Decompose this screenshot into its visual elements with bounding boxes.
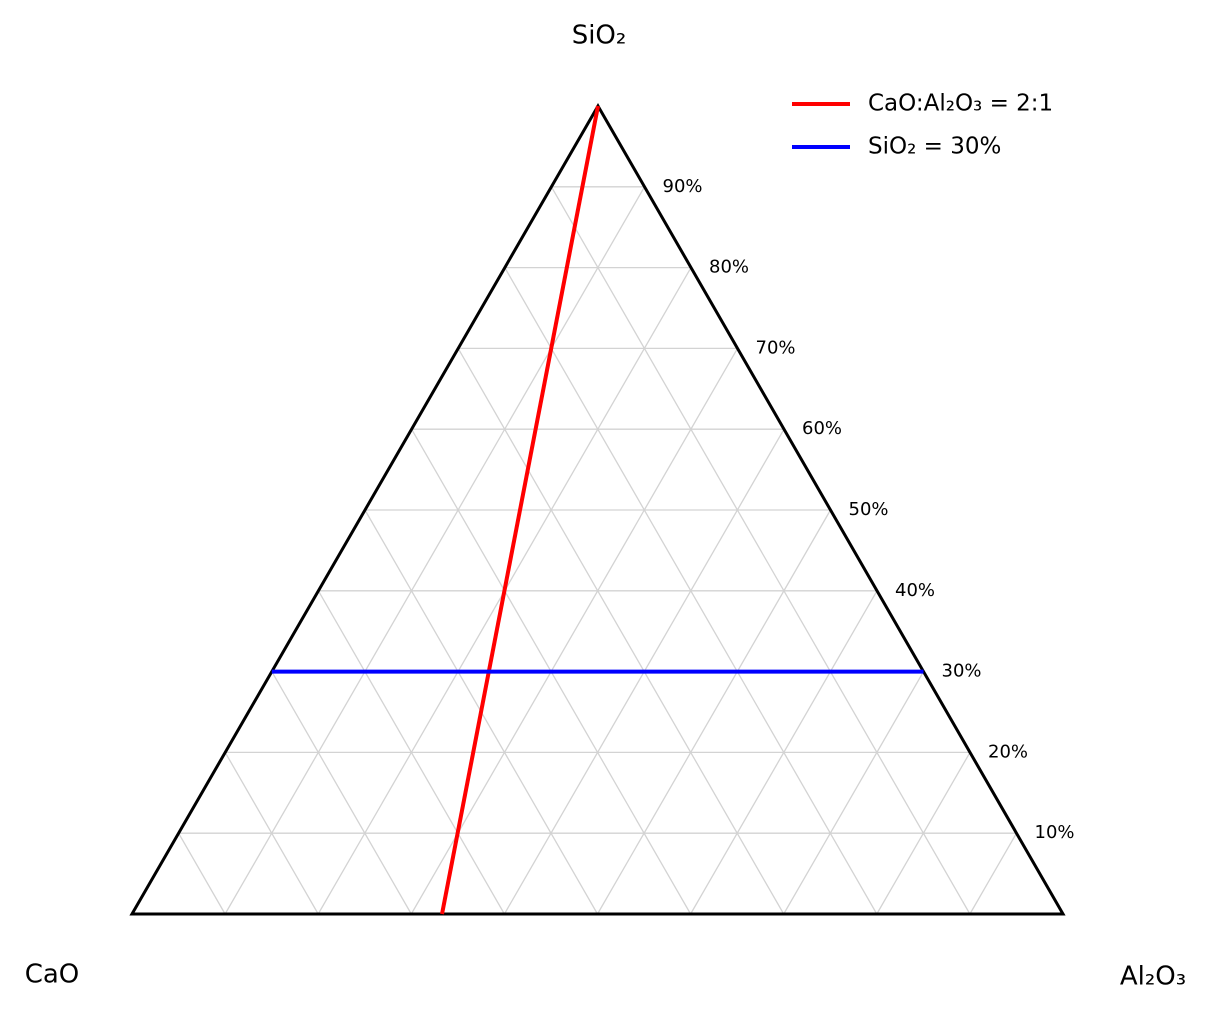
tick-label: 40% [895, 580, 935, 601]
grid-line [178, 832, 226, 915]
grid-line [969, 832, 1018, 915]
grid-line [596, 509, 832, 915]
grid-line [783, 671, 925, 915]
vertex-label-top: SiO₂ [572, 21, 627, 51]
tick-label: 30% [942, 661, 982, 682]
tick-label: 20% [988, 741, 1028, 762]
triangle-frame [129, 102, 1066, 916]
tick-label: 70% [756, 337, 796, 358]
tick-label: 50% [849, 499, 889, 520]
grid-line [271, 671, 412, 915]
legend-label: CaO:Al₂O₃ = 2:1 [868, 91, 1053, 117]
grid-line [317, 590, 505, 915]
grid-line [550, 186, 971, 915]
legend-label: SiO₂ = 30% [868, 134, 1001, 160]
tick-label: 10% [1035, 822, 1075, 843]
grid-line [876, 752, 971, 915]
grid-line [457, 348, 785, 915]
tick-label: 60% [802, 418, 842, 439]
grid-line [224, 186, 646, 915]
vertex-label-right: Al₂O₃ [1120, 962, 1186, 992]
tick-label: 80% [709, 257, 749, 278]
grid-line [224, 752, 319, 915]
vertex-label-left: CaO [25, 960, 80, 990]
tick-label: 90% [663, 176, 703, 197]
grid-line [690, 590, 878, 915]
grid-line [410, 348, 739, 915]
series-line [440, 105, 600, 915]
